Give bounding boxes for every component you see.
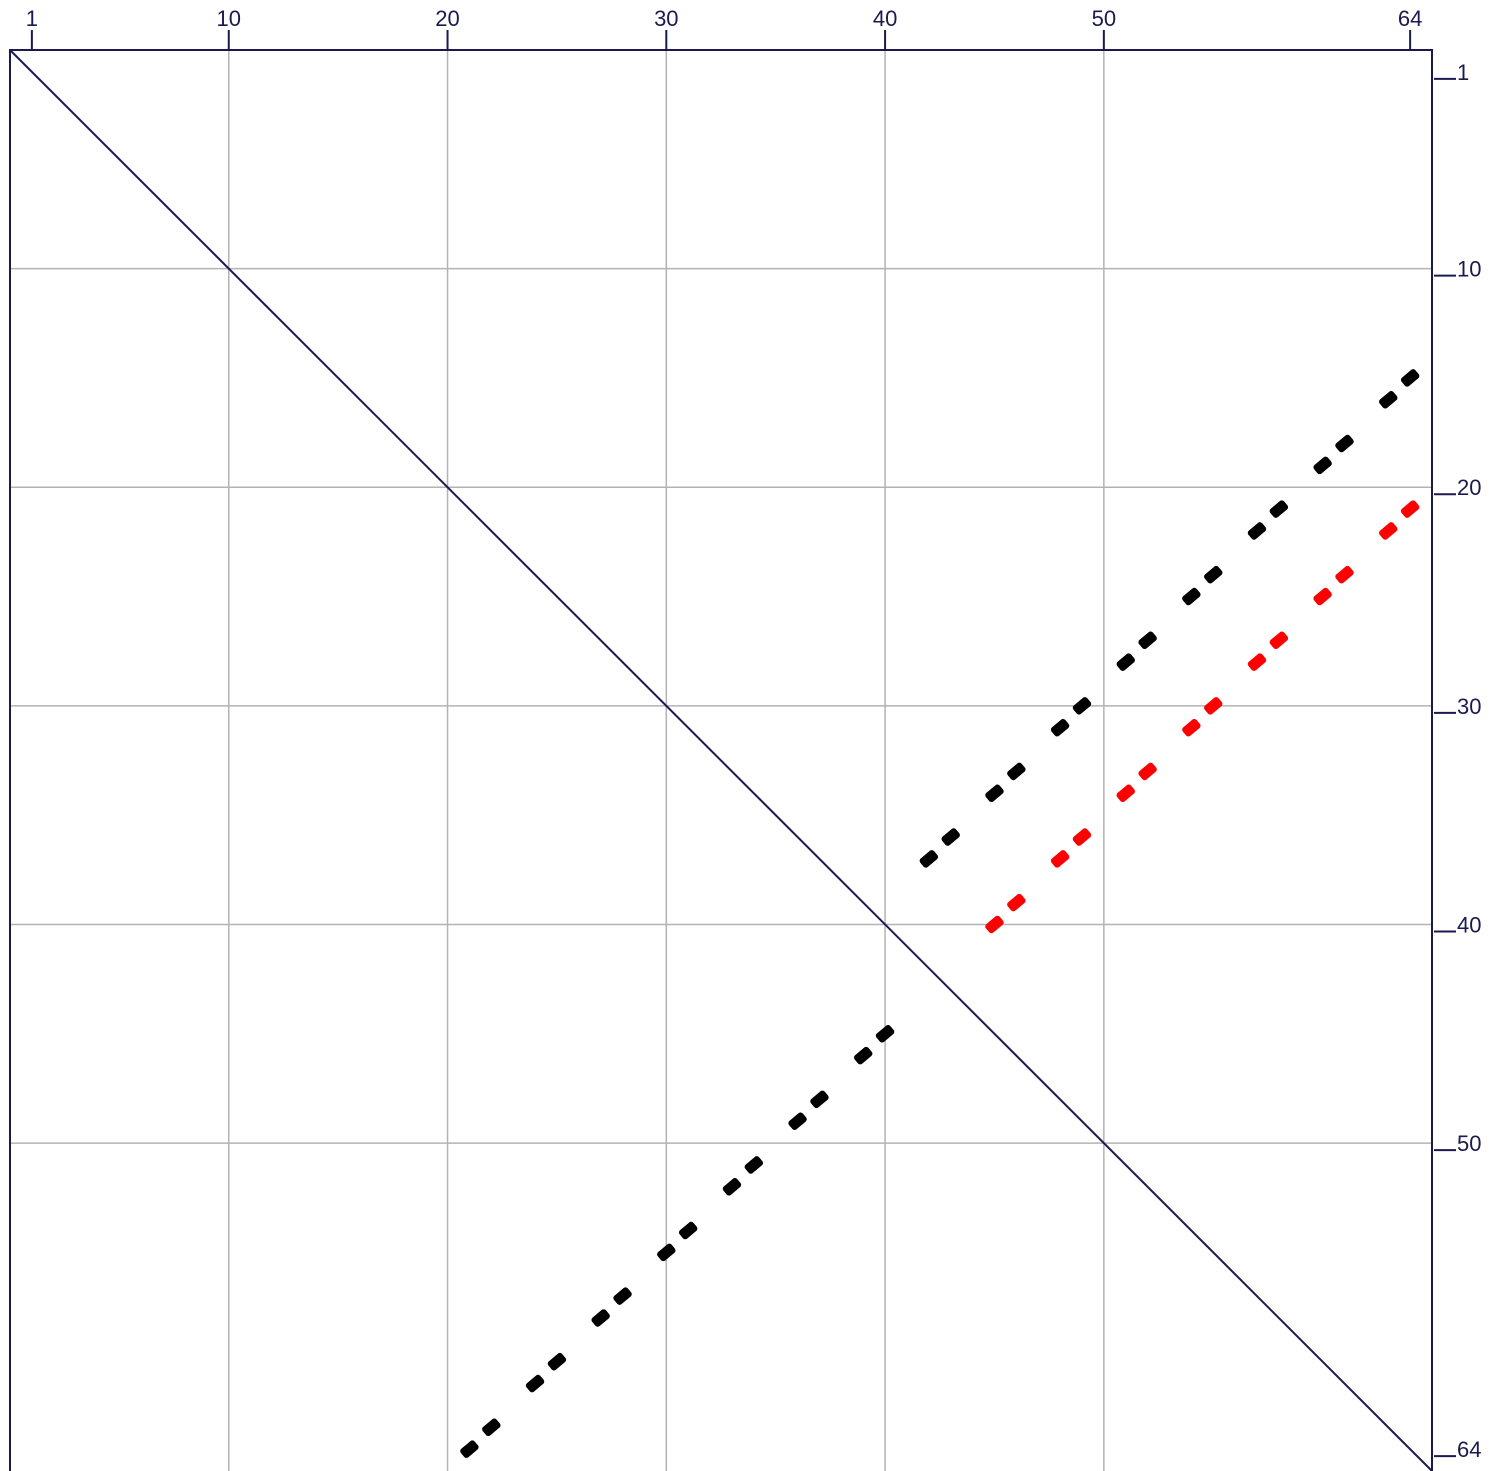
data-point-red [1007, 893, 1026, 912]
data-point-black [613, 1287, 632, 1305]
data-point-red [985, 915, 1004, 934]
data-point-red [1269, 631, 1289, 650]
data-point-red [1247, 653, 1267, 671]
x-tick-label: 30 [654, 6, 678, 31]
x-tick-label: 1 [26, 6, 38, 31]
x-tick-label: 20 [435, 6, 459, 31]
data-point-black [810, 1090, 829, 1109]
y-tick-label: 10 [1457, 257, 1481, 282]
data-point-black [591, 1309, 610, 1327]
data-point-red [1182, 718, 1201, 737]
data-point-red [1138, 762, 1157, 781]
data-point-black [875, 1024, 895, 1043]
data-point-black [853, 1046, 873, 1065]
data-point-black [1247, 522, 1267, 540]
data-point-red [1050, 850, 1070, 868]
data-point-black [547, 1352, 567, 1371]
data-point-black [1313, 456, 1332, 475]
y-tick-label: 30 [1457, 694, 1481, 719]
grid [10, 50, 1432, 1471]
data-point-red [1072, 828, 1092, 846]
x-tick-label: 64 [1398, 6, 1422, 31]
data-point-black [1072, 697, 1092, 715]
x-tick-label: 40 [873, 6, 897, 31]
y-tick-label: 20 [1457, 475, 1481, 500]
y-tick-label: 50 [1457, 1131, 1481, 1156]
data-point-black [941, 828, 960, 846]
data-point-black [919, 850, 939, 868]
y-axis-ticks: 1 10 20 30 40 50 64 [1434, 60, 1481, 1462]
x-tick-label: 50 [1092, 6, 1116, 31]
y-tick-label: 64 [1457, 1437, 1481, 1462]
data-point-black [1335, 434, 1354, 453]
data-point-black [678, 1221, 698, 1240]
data-point-black [1204, 565, 1223, 584]
data-point-red [1116, 784, 1135, 803]
x-axis-ticks: 1 10 20 30 40 50 64 [26, 6, 1422, 50]
data-point-red [1400, 500, 1420, 518]
data-point-black [1007, 762, 1026, 781]
data-point-red [1204, 697, 1223, 715]
reference-diagonal [9, 49, 1433, 1471]
data-point-black [482, 1418, 501, 1437]
y-tick-label: 1 [1457, 60, 1469, 85]
plot-frame [9, 49, 1433, 1471]
data-point-black [788, 1112, 807, 1130]
data-point-red [1313, 587, 1332, 606]
data-point-black [460, 1440, 479, 1458]
diagonal-line [9, 49, 1433, 1471]
data-point-black [1379, 391, 1398, 409]
y-tick-label: 40 [1457, 912, 1481, 937]
data-points [460, 369, 1420, 1458]
data-point-black [722, 1178, 742, 1196]
data-point-black [1138, 631, 1157, 650]
data-point-red [1379, 522, 1398, 540]
x-tick-label: 10 [217, 6, 241, 31]
data-point-black [1182, 587, 1201, 606]
data-point-black [1269, 500, 1289, 518]
data-point-black [1050, 718, 1070, 737]
plot-border [9, 49, 1433, 1471]
data-point-black [657, 1243, 676, 1262]
data-point-red [1335, 565, 1354, 584]
data-point-black [744, 1156, 764, 1174]
data-point-black [985, 784, 1004, 803]
data-point-black [525, 1374, 545, 1393]
data-point-black [1116, 653, 1135, 671]
data-point-black [1400, 369, 1420, 387]
